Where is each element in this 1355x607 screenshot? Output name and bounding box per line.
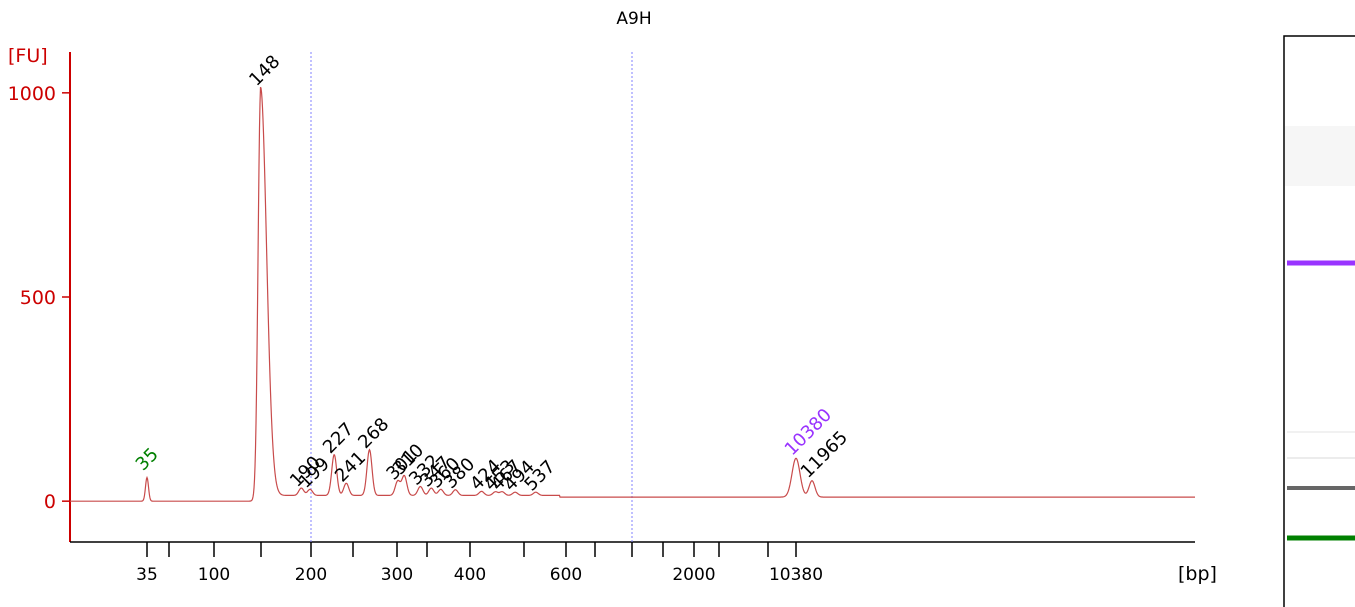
faint-band-a (1287, 431, 1355, 433)
peak-labels: 3514819019922724126830131033234736038042… (132, 51, 852, 495)
gel-frame (1283, 35, 1355, 607)
y-tick-label: 0 (44, 491, 56, 513)
x-unit-label: [bp] (1178, 563, 1217, 585)
lower-marker-band (1287, 535, 1355, 541)
x-tick-label: 600 (550, 565, 582, 585)
peak-label: 148 (245, 51, 284, 90)
x-tick-label: 10380 (769, 565, 823, 585)
chart-title: A9H (616, 9, 651, 29)
peak-label: 268 (354, 414, 393, 453)
x-ticks: 35 100 200 300 400 600 2000 10380 (136, 542, 823, 585)
y-tick-label: 1000 (8, 83, 56, 105)
y-tick-label: 500 (20, 287, 56, 309)
x-tick-label: 200 (295, 565, 327, 585)
gel-lane (1283, 35, 1355, 607)
x-tick-label: 300 (381, 565, 413, 585)
x-tick-label: 2000 (672, 565, 715, 585)
peak-label: 35 (132, 444, 163, 475)
upper-marker-band (1287, 260, 1355, 266)
gel-smear (1285, 126, 1355, 186)
x-tick-label: 35 (136, 565, 158, 585)
x-tick-label: 400 (454, 565, 486, 585)
x-tick-label: 100 (198, 565, 230, 585)
y-ticks: 0 500 1000 (8, 83, 70, 513)
faint-band-b (1287, 457, 1355, 459)
y-unit-label: [FU] (8, 45, 48, 67)
trace-line (70, 86, 1195, 502)
main-band (1287, 486, 1355, 490)
